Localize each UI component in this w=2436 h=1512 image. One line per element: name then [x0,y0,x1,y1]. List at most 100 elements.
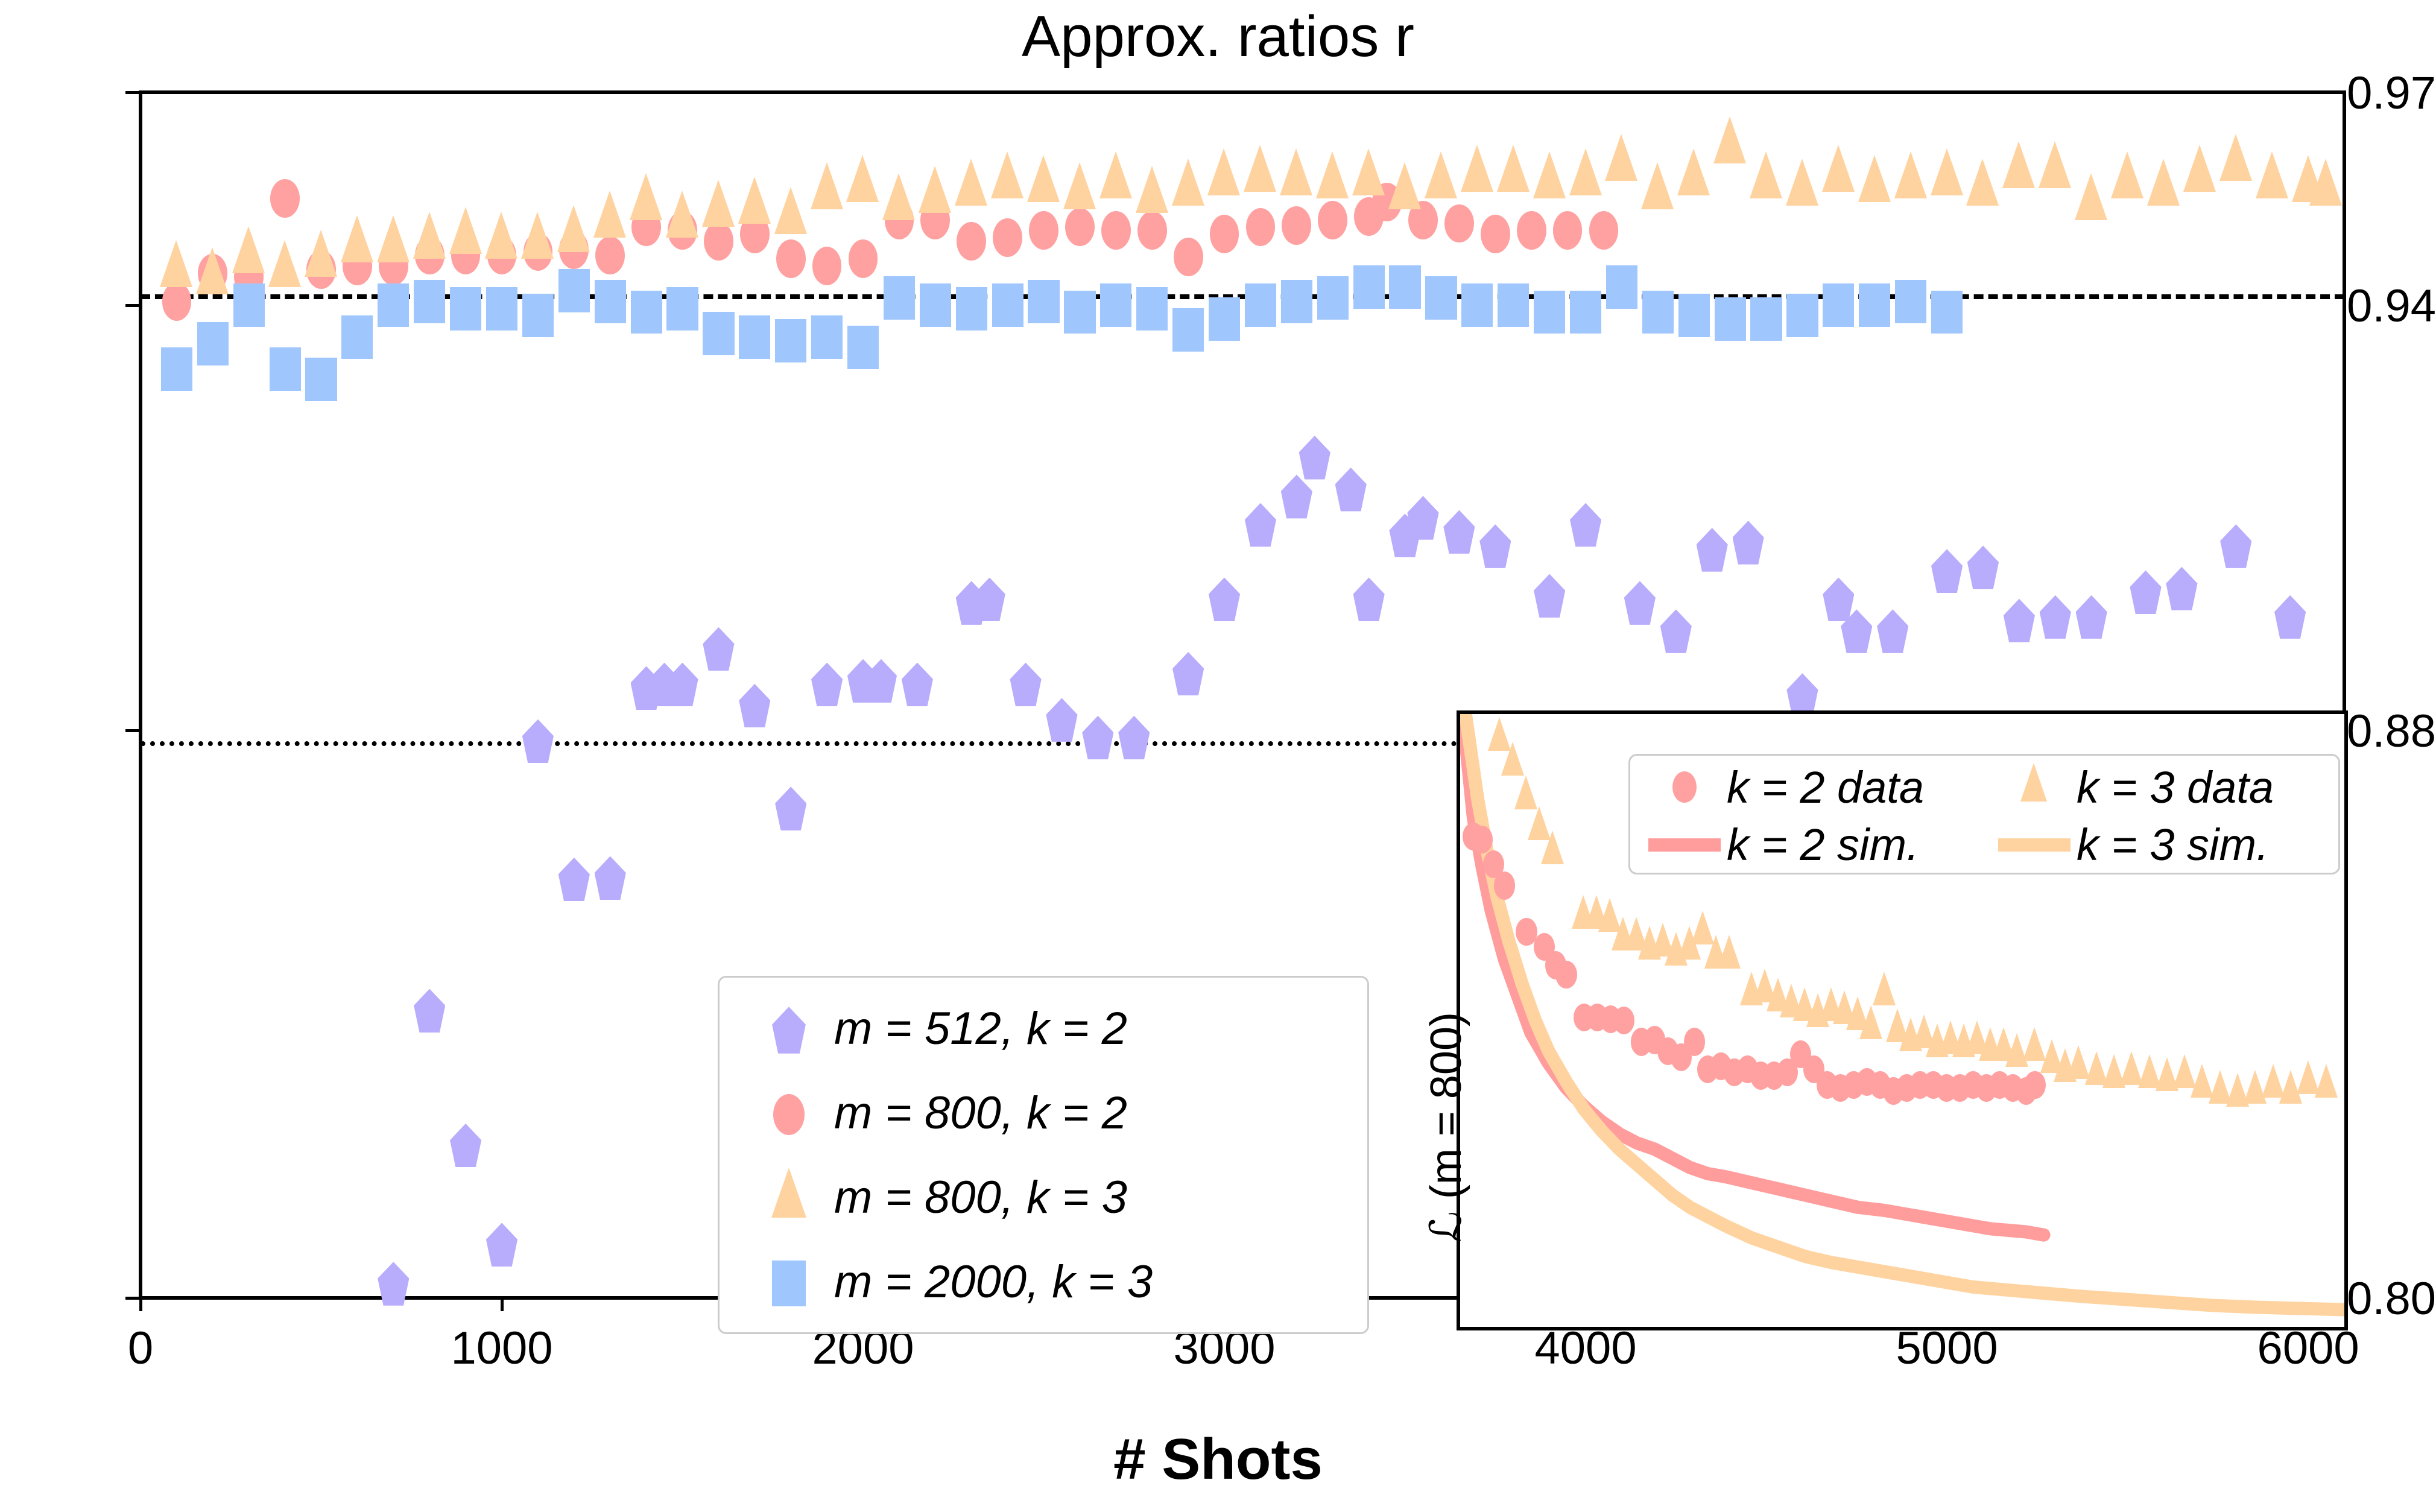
legend-item[interactable]: m = 2000, k = 3 [744,1245,1153,1318]
data-point-square [1786,294,1818,338]
data-point-square [341,315,373,359]
data-point-triangle [1424,151,1457,199]
data-point-square [197,322,229,366]
data-point-circle [1589,211,1619,250]
legend-marker-square [744,1248,834,1315]
legend-item[interactable]: m = 512, k = 2 [744,992,1127,1064]
inset-point-triangle [1718,935,1741,969]
data-point-square [1678,294,1710,338]
data-point-square [522,294,554,338]
y-tick-label: 0.94 [2347,280,2436,332]
inset-legend[interactable]: k = 2 data k = 3 data k = 2 sim. k = 3 sim. [1628,754,2340,875]
inset-legend-marker-line [1992,819,2077,870]
data-point-triangle [1352,148,1385,195]
data-point-triangle [160,240,193,288]
legend-item-label: m = 2000, k = 3 [834,1256,1153,1308]
inset-point-circle [1493,871,1515,900]
data-point-triangle [485,212,518,259]
inset-legend-marker-triangle [1992,762,2077,812]
data-point-square [1823,283,1855,327]
x-tick-label: 0 [127,1323,154,1374]
data-point-square [703,311,735,355]
inset-point-circle [1683,1028,1706,1056]
data-point-square [1317,276,1349,320]
legend-marker-pentagon [744,995,834,1061]
legend-marker-circle [744,1080,834,1146]
data-point-circle [812,247,842,285]
inset-legend-item[interactable]: k = 3 data [1992,762,2274,812]
inset-legend-item-label: k = 3 sim. [2077,819,2269,870]
chart-title: Approx. ratios r [1022,4,1414,69]
inset-point-circle [1472,826,1493,854]
inset-y-axis-label: ℒ (m = 800) [1422,1012,1470,1242]
data-point-circle [993,218,1022,257]
data-point-triangle [340,215,373,263]
data-point-square [558,269,590,313]
data-point-triangle [449,207,482,255]
data-point-square [1064,290,1096,334]
data-point-circle [1137,211,1167,250]
data-point-triangle [1821,144,1855,192]
data-point-square [486,286,518,331]
legend-item[interactable]: m = 800, k = 3 [744,1161,1127,1233]
inset-point-circle [1555,960,1577,988]
data-point-triangle [2183,144,2216,192]
data-point-triangle [2255,151,2288,199]
data-point-triangle [1858,155,1891,203]
legend-item-label: m = 800, k = 3 [834,1171,1127,1223]
data-point-square [1136,286,1168,331]
inset-point-circle [1613,1006,1634,1035]
y-tick-label: 0.97 [2347,68,2436,119]
data-point-square [1100,283,1132,327]
data-point-triangle [1533,151,1566,199]
data-point-triangle [882,172,916,220]
data-point-triangle [1135,165,1168,213]
data-point-triangle [196,247,229,295]
data-point-triangle [1388,162,1421,210]
x-tick-label: 6000 [2257,1323,2359,1374]
data-point-triangle [2075,172,2108,220]
data-point-square [1895,279,1927,323]
data-point-square [1172,308,1204,352]
data-point-triangle [2039,141,2072,188]
data-point-square [919,283,951,327]
x-axis-label: # Shots [1113,1427,1323,1491]
data-point-square [378,283,410,327]
data-point-square [414,279,446,323]
data-point-triangle [810,162,843,210]
data-point-square [811,315,843,359]
data-point-circle [270,179,300,218]
data-point-triangle [1785,159,1818,206]
y-tick-label: 0.80 [2347,1273,2436,1324]
data-point-square [630,290,662,334]
data-point-triangle [1171,159,1204,206]
data-point-circle [957,222,987,261]
legend-key-square [772,1260,806,1307]
data-point-triangle [2147,159,2180,206]
data-point-square [1642,290,1674,334]
inset-legend-item[interactable]: k = 3 sim. [1992,819,2269,870]
data-point-triangle [774,187,807,235]
data-point-triangle [2309,159,2343,206]
y-tick-mark [125,1297,139,1300]
data-point-square [1028,279,1060,323]
data-point-triangle [1099,151,1132,199]
legend-item[interactable]: m = 800, k = 2 [744,1077,1127,1149]
data-point-circle [1318,200,1348,239]
legend-key-pentagon [772,1007,806,1054]
data-point-triangle [593,191,627,238]
inset-legend-item[interactable]: k = 2 sim. [1642,819,1919,870]
legend-key-triangle [771,1168,806,1218]
inset-legend-item[interactable]: k = 2 data [1642,762,1924,812]
y-tick-mark [125,729,139,733]
inset-legend-item-label: k = 2 sim. [1727,819,1919,870]
data-point-square [269,347,301,391]
data-point-triangle [1750,151,1783,199]
data-point-triangle [919,165,952,213]
data-point-square [883,276,916,320]
data-point-circle [1516,211,1546,250]
main-legend[interactable]: m = 512, k = 2 m = 800, k = 2 m = 800, k =… [718,976,1369,1334]
data-point-triangle [1460,144,1493,192]
x-tick-label: 5000 [1896,1323,1998,1374]
data-point-triangle [1244,144,1277,192]
